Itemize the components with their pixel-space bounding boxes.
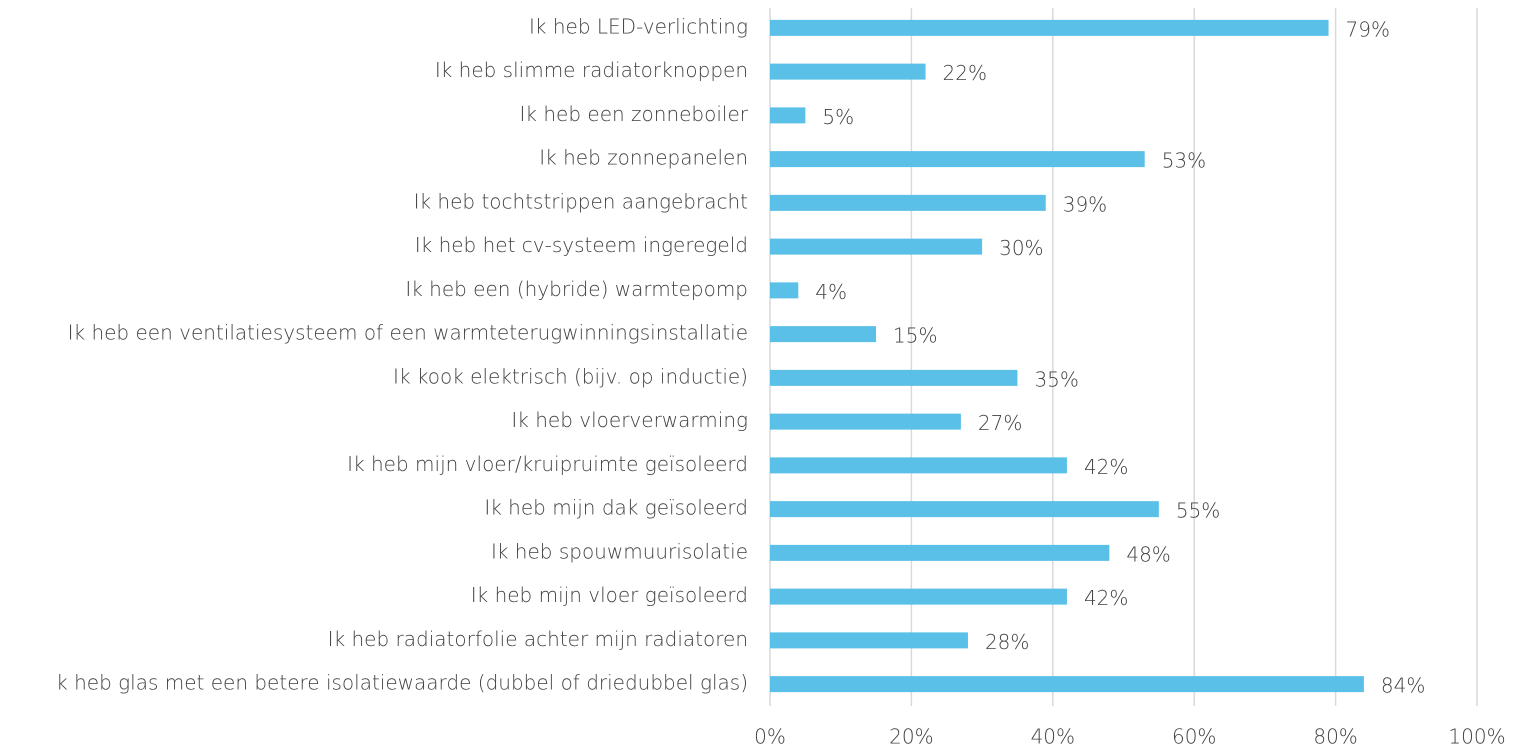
value-label: 30%	[999, 236, 1043, 260]
y-tick-label: Ik heb een zonneboiler	[520, 102, 749, 126]
bar	[770, 107, 806, 124]
y-tick-label: Ik heb LED-verlichting	[529, 14, 748, 38]
y-tick-label: k heb glas met een betere isolatiewaarde…	[56, 671, 748, 695]
value-label: 4%	[815, 280, 847, 304]
value-label: 28%	[985, 630, 1029, 654]
bar	[770, 676, 1364, 693]
value-label: 5%	[822, 105, 854, 129]
x-tick-label: 60%	[1172, 725, 1216, 749]
bar	[770, 457, 1067, 474]
value-label: 42%	[1084, 455, 1128, 479]
bar	[770, 194, 1046, 211]
y-tick-label: Ik heb zonnepanelen	[539, 146, 748, 170]
bar	[770, 63, 926, 80]
value-label: 42%	[1084, 586, 1128, 610]
value-label: 15%	[893, 324, 937, 348]
bar	[770, 632, 968, 649]
bar	[770, 501, 1159, 518]
y-tick-label: Ik kook elektrisch (bijv. op inductie)	[393, 364, 748, 388]
value-label: 53%	[1162, 149, 1206, 173]
value-label: 79%	[1346, 17, 1390, 41]
y-tick-label: Ik heb een (hybride) warmtepomp	[405, 277, 748, 301]
value-label: 27%	[978, 411, 1022, 435]
y-tick-label: Ik heb een ventilatiesysteem of een warm…	[68, 321, 748, 345]
x-tick-label: 100%	[1448, 725, 1505, 749]
y-tick-label: Ik heb mijn vloer/kruipruimte geïsoleerd	[347, 452, 748, 476]
y-tick-label: Ik heb radiatorfolie achter mijn radiato…	[328, 627, 748, 651]
y-tick-label: Ik heb tochtstrippen aangebracht	[414, 189, 748, 213]
bar	[770, 151, 1145, 168]
y-tick-label: Ik heb mijn dak geïsoleerd	[484, 496, 748, 520]
x-tick-label: 80%	[1313, 725, 1357, 749]
bar	[770, 544, 1110, 561]
y-tick-label: Ik heb vloerverwarming	[511, 408, 748, 432]
x-tick-label: 0%	[754, 725, 786, 749]
value-label: 48%	[1126, 542, 1170, 566]
value-label: 35%	[1034, 367, 1078, 391]
x-tick-label: 40%	[1031, 725, 1075, 749]
value-label: 84%	[1381, 674, 1425, 698]
bar	[770, 282, 799, 299]
value-label: 55%	[1176, 499, 1220, 523]
y-tick-label: Ik heb slimme radiatorknoppen	[435, 58, 748, 82]
bar	[770, 588, 1067, 605]
y-tick-label: Ik heb mijn vloer geïsoleerd	[471, 583, 748, 607]
bar	[770, 326, 877, 343]
bar	[770, 413, 961, 430]
bar	[770, 238, 983, 255]
bar	[770, 19, 1329, 36]
value-label: 22%	[943, 61, 987, 85]
x-tick-label: 20%	[889, 725, 933, 749]
bar	[770, 369, 1018, 386]
y-tick-label: Ik heb het cv-systeem ingeregeld	[415, 233, 748, 257]
value-label: 39%	[1063, 192, 1107, 216]
y-tick-label: Ik heb spouwmuurisolatie	[491, 539, 748, 563]
